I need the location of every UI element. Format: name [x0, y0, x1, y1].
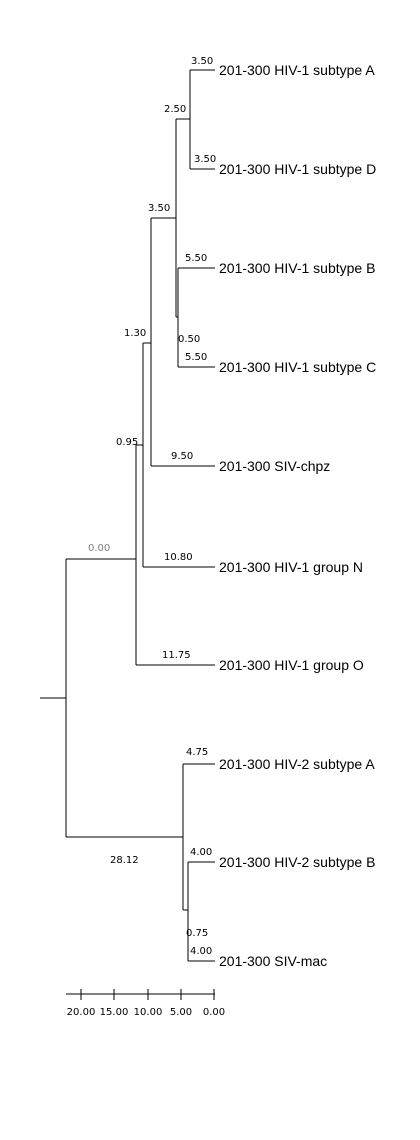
branch-label-hiv1-o: 11.75	[162, 650, 191, 661]
taxon-label: 201-300 HIV-2 subtype A	[219, 756, 375, 772]
branch-label-siv-mac: 4.00	[190, 946, 212, 957]
branch-label-chpz-node: 1.30	[124, 328, 146, 339]
scale-tick-label: 10.00	[134, 1007, 163, 1018]
branch-label-hiv1-a: 3.50	[191, 56, 213, 67]
branch-label-hiv1-n: 10.80	[164, 552, 193, 563]
branch-label-abcd-node: 3.50	[148, 203, 170, 214]
branch-label-hiv1-d: 3.50	[194, 154, 216, 165]
taxon-label: 201-300 HIV-1 group O	[219, 657, 364, 673]
branch-label-hiv1-node: 0.00	[88, 543, 110, 554]
taxon-label: 201-300 HIV-1 subtype D	[219, 161, 376, 177]
scale-tick-label: 20.00	[67, 1007, 96, 1018]
taxon-label: 201-300 HIV-1 subtype B	[219, 260, 375, 276]
taxon-label: 201-300 HIV-1 subtype A	[219, 62, 375, 78]
scale-axis: 20.00 15.00 10.00 5.00 0.00	[66, 989, 225, 1018]
branch-label-n-node: 0.95	[116, 437, 138, 448]
branch-label-hiv1-c: 5.50	[185, 352, 207, 363]
branch-label-b-mac-node: 0.75	[186, 928, 208, 939]
branch-label-ad-node: 2.50	[164, 104, 186, 115]
branch-label-bc-node: 0.50	[178, 334, 200, 345]
branch-label-hiv2-node: 28.12	[110, 855, 139, 866]
branch-label-hiv2-a: 4.75	[186, 747, 208, 758]
scale-tick-label: 0.00	[203, 1007, 225, 1018]
branch-label-siv-chpz: 9.50	[171, 451, 193, 462]
scale-tick-label: 5.00	[170, 1007, 192, 1018]
taxon-label: 201-300 HIV-1 group N	[219, 559, 363, 575]
taxon-label: 201-300 HIV-2 subtype B	[219, 854, 375, 870]
tree-branches	[40, 69, 215, 962]
branch-labels: 3.50 3.50 2.50 5.50 5.50 0.50 3.50 9.50 …	[88, 56, 216, 957]
taxon-label: 201-300 HIV-1 subtype C	[219, 359, 376, 375]
taxon-label: 201-300 SIV-chpz	[219, 458, 330, 474]
branch-label-hiv2-b: 4.00	[190, 847, 212, 858]
branch-label-hiv1-b: 5.50	[185, 253, 207, 264]
taxon-label: 201-300 SIV-mac	[219, 953, 327, 969]
taxon-labels: 201-300 HIV-1 subtype A 201-300 HIV-1 su…	[219, 62, 376, 969]
scale-tick-label: 15.00	[100, 1007, 129, 1018]
